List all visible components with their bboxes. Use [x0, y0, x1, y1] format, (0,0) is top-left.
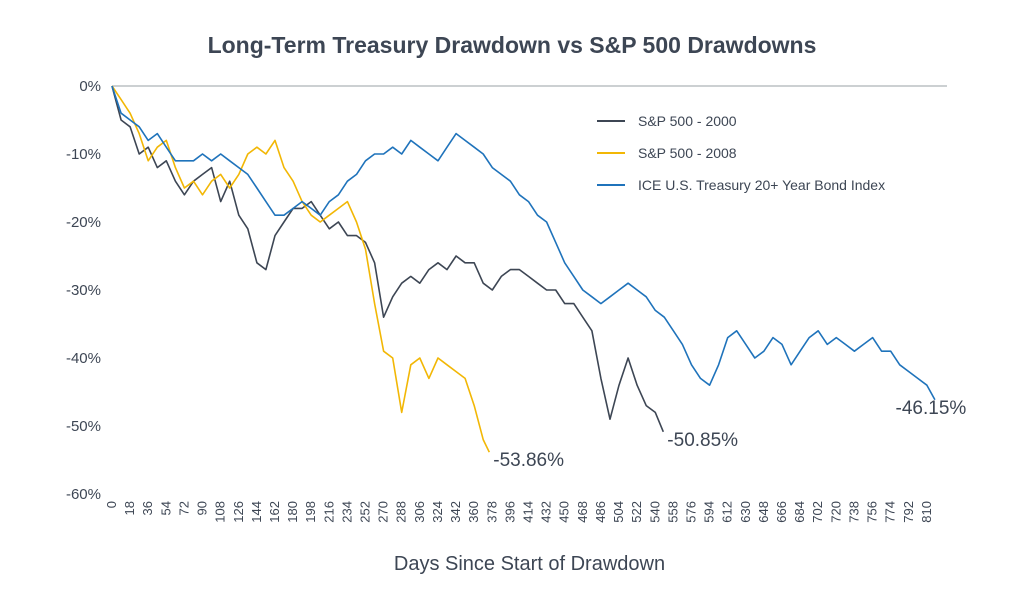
x-tick-label: 594: [702, 501, 717, 523]
x-tick-label: 72: [176, 501, 191, 515]
x-tick-label: 522: [629, 501, 644, 523]
x-tick-label: 180: [285, 501, 300, 523]
x-tick-label: 648: [756, 501, 771, 523]
x-tick-label: 720: [828, 501, 843, 523]
series-line-1: [111, 85, 665, 433]
x-tick-label: 666: [774, 501, 789, 523]
x-tick-label: 450: [557, 501, 572, 523]
chart-title: Long-Term Treasury Drawdown vs S&P 500 D…: [207, 32, 817, 58]
x-tick-label: 540: [647, 501, 662, 523]
x-tick-label: 36: [140, 501, 155, 515]
x-tick-label: 684: [792, 501, 807, 523]
x-tick-label: 18: [122, 501, 137, 515]
x-tick-label: 360: [466, 501, 481, 523]
x-tick-label: 738: [846, 501, 861, 523]
x-tick-label: 108: [213, 501, 228, 523]
end-labels: -50.85% -53.86% -46.15%: [493, 398, 966, 471]
x-tick-label: 252: [358, 501, 373, 523]
legend-entry: ICE U.S. Treasury 20+ Year Bond Index: [638, 177, 885, 193]
series-line-3: [111, 85, 936, 401]
x-tick-label: 0: [104, 501, 119, 508]
x-tick-label: 126: [231, 501, 246, 523]
x-tick-label: 270: [376, 501, 391, 523]
y-tick-label: -50%: [66, 418, 101, 435]
end-value-label: -46.15%: [896, 398, 967, 419]
x-tick-label: 486: [593, 501, 608, 523]
x-tick-label: 306: [412, 501, 427, 523]
x-tick-label: 414: [520, 501, 535, 523]
x-tick-label: 756: [865, 501, 880, 523]
y-tick-label: 0%: [79, 78, 101, 95]
legend-entry: S&P 500 - 2008: [638, 145, 737, 161]
end-value-label: -50.85%: [667, 430, 738, 451]
x-tick-label: 558: [665, 501, 680, 523]
x-tick-label: 342: [448, 501, 463, 523]
legend: S&P 500 - 2000 S&P 500 - 2008 ICE U.S. Tre…: [597, 113, 885, 193]
x-tick-label: 90: [195, 501, 210, 515]
x-tick-label: 774: [883, 501, 898, 523]
series-lines: [111, 85, 936, 453]
legend-entry: S&P 500 - 2000: [638, 113, 737, 129]
series-line-2: [111, 85, 491, 453]
x-tick-label: 54: [158, 501, 173, 515]
x-tick-label: 810: [919, 501, 934, 523]
x-tick-label: 216: [321, 501, 336, 523]
x-tick-label: 576: [683, 501, 698, 523]
x-tick-label: 162: [267, 501, 282, 523]
x-tick-label: 396: [502, 501, 517, 523]
x-tick-label: 288: [394, 501, 409, 523]
x-tick-label: 504: [611, 501, 626, 523]
y-tick-label: -20%: [66, 214, 101, 231]
axes: 0% -10% -20% -30% -40% -50% -60%0 18 36 54 72 90 108…: [66, 78, 947, 523]
y-tick-label: -30%: [66, 282, 101, 299]
x-tick-label: 198: [303, 501, 318, 523]
x-tick-label: 234: [339, 501, 354, 523]
y-tick-label: -40%: [66, 350, 101, 367]
y-tick-label: -10%: [66, 146, 101, 163]
x-tick-label: 144: [249, 501, 264, 523]
x-tick-label: 324: [430, 501, 445, 523]
end-value-label: -53.86%: [493, 450, 564, 471]
x-tick-label: 612: [720, 501, 735, 523]
x-axis-label: Days Since Start of Drawdown: [393, 553, 666, 575]
y-tick-label: -60%: [66, 486, 101, 503]
x-tick-label: 468: [575, 501, 590, 523]
x-tick-label: 630: [738, 501, 753, 523]
x-tick-label: 702: [810, 501, 825, 523]
x-tick-label: 792: [901, 501, 916, 523]
x-tick-label: 378: [484, 501, 499, 523]
x-tick-label: 432: [539, 501, 554, 523]
